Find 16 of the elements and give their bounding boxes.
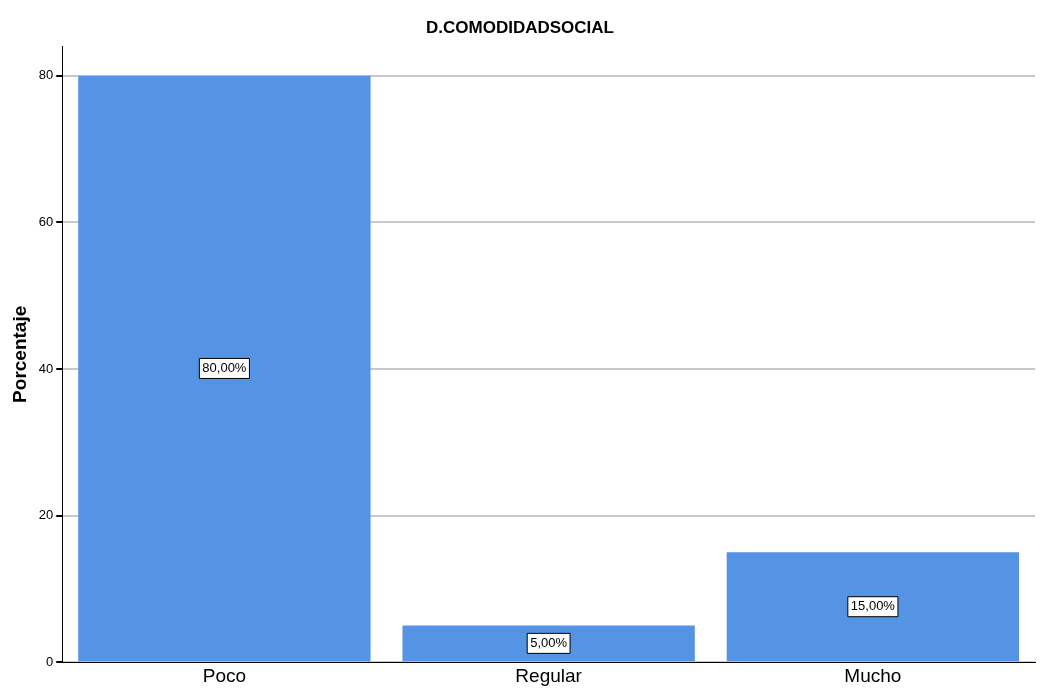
bar (402, 625, 695, 662)
data-label: 80,00% (202, 360, 247, 376)
y-tick-label: 0 (46, 653, 54, 669)
x-tick-label: Mucho (844, 664, 902, 686)
x-tick-label: Poco (202, 664, 247, 686)
bar (78, 75, 371, 662)
x-tick-label: Regular (515, 664, 583, 686)
y-tick-label: 40 (38, 360, 54, 376)
data-label: 5,00% (530, 634, 568, 650)
data-label: 15,00% (850, 598, 896, 614)
chart-title: D.COMODIDADSOCIAL (426, 17, 614, 37)
bar (726, 552, 1020, 662)
y-axis-title: Porcentaje (8, 305, 30, 403)
y-tick-label: 60 (38, 213, 54, 229)
y-tick-label: 20 (38, 507, 54, 523)
y-tick-label: 80 (38, 67, 54, 83)
